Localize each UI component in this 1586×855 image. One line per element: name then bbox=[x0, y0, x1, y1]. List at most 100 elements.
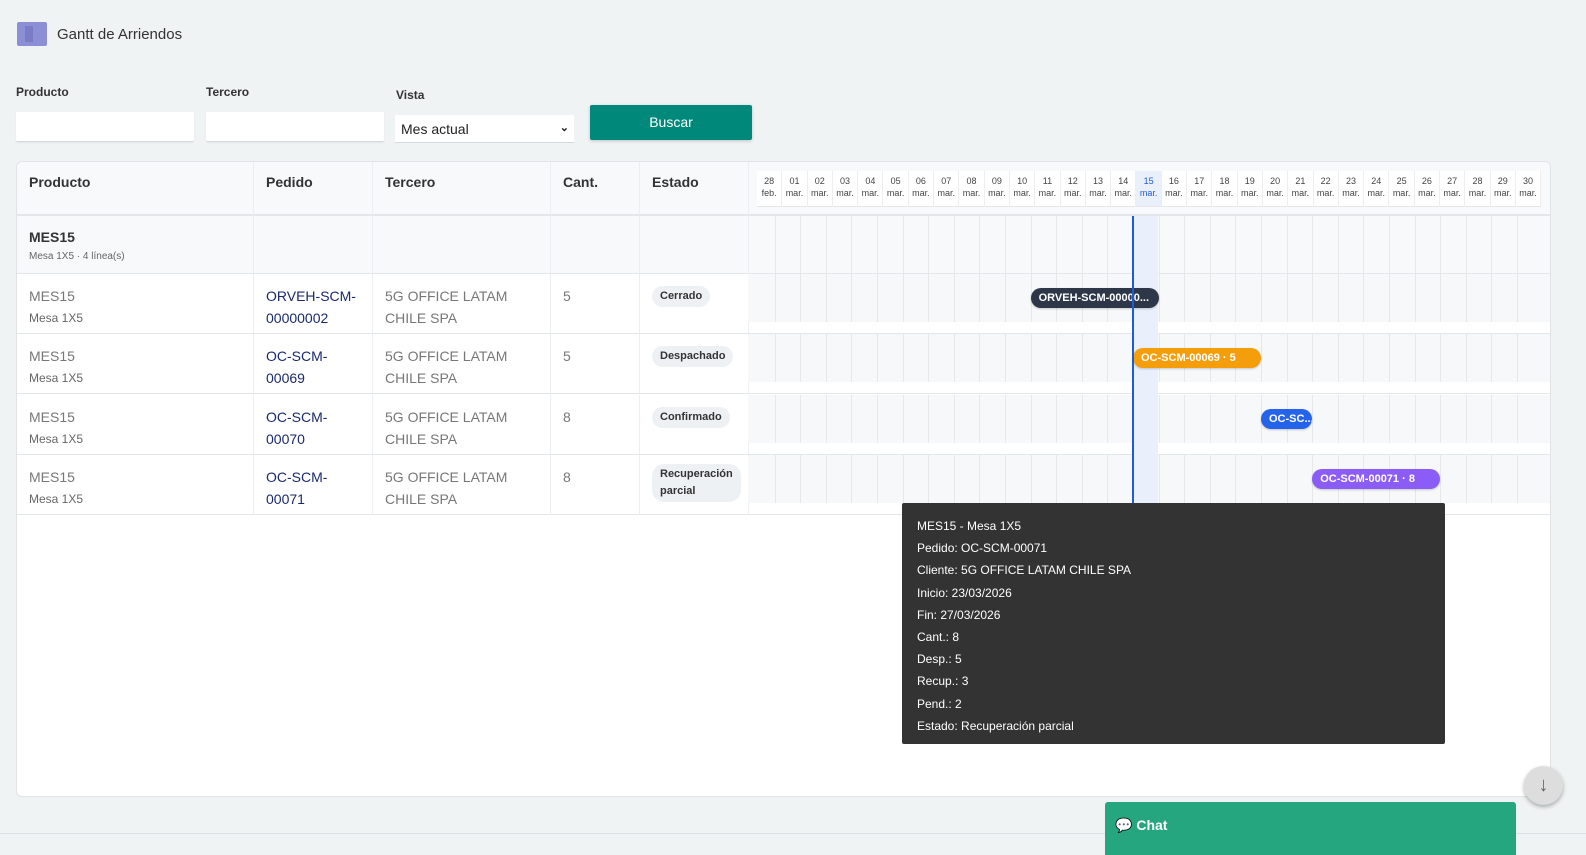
day-number: 03 bbox=[840, 176, 851, 186]
table-row-pedido[interactable]: OC-SCM- 00071 bbox=[254, 455, 373, 515]
grid-line bbox=[953, 455, 955, 503]
tercero-input[interactable] bbox=[206, 112, 384, 142]
grid-line bbox=[1465, 216, 1467, 274]
tercero-line: CHILE SPA bbox=[385, 310, 458, 326]
day-number: 13 bbox=[1093, 176, 1104, 186]
day-month: mar. bbox=[1241, 188, 1259, 198]
grid-line bbox=[1363, 216, 1365, 274]
grid-line bbox=[1389, 216, 1390, 274]
day-number: 24 bbox=[1371, 176, 1382, 186]
row-product: MES15 bbox=[29, 348, 75, 364]
grid-line bbox=[825, 216, 827, 274]
producto-input[interactable] bbox=[16, 112, 194, 142]
grid-line bbox=[902, 274, 904, 322]
day-header: 06 mar. bbox=[908, 171, 935, 207]
tooltip-line: Pedido: OC-SCM-00071 bbox=[917, 541, 1048, 556]
day-month: mar. bbox=[1038, 188, 1057, 198]
day-month: mar. bbox=[1139, 188, 1158, 198]
pedido-link[interactable]: ORVEH-SCM-00000002 bbox=[266, 288, 356, 326]
pedido-link-cont[interactable]: 00070 bbox=[266, 431, 305, 447]
tercero-line: 5G OFFICE LATAM bbox=[385, 288, 508, 304]
day-month: mar. bbox=[1443, 188, 1461, 198]
grid-line bbox=[1056, 334, 1058, 382]
grid-line bbox=[1286, 334, 1288, 382]
day-header: 14 mar. bbox=[1111, 171, 1137, 207]
tercero-line: 5G OFFICE LATAM bbox=[385, 348, 508, 364]
grid-line bbox=[1286, 455, 1288, 503]
grid-line bbox=[1312, 334, 1314, 382]
day-number: 09 bbox=[991, 176, 1002, 186]
status-badge: Despachado bbox=[652, 346, 734, 367]
grid-line bbox=[979, 455, 981, 503]
tooltip-line: Cant.: 8 bbox=[917, 630, 960, 645]
row-product: MES15 bbox=[29, 288, 75, 304]
day-header: 18 mar. bbox=[1212, 171, 1238, 207]
chat-button[interactable]: 💬 Chat bbox=[1105, 802, 1516, 855]
gantt-bar[interactable]: ORVEH-SCM-00000... bbox=[1030, 288, 1159, 308]
pedido-link[interactable]: OC-SCM- bbox=[266, 348, 328, 364]
grid-line bbox=[1005, 334, 1006, 382]
day-header: 05 mar. bbox=[883, 171, 909, 207]
grid-line bbox=[979, 334, 981, 382]
day-header: 19 mar. bbox=[1237, 171, 1263, 207]
day-month: mar. bbox=[810, 188, 829, 198]
chevron-down-icon: ⌄ bbox=[559, 122, 569, 134]
grid-line bbox=[1312, 216, 1314, 274]
grid-line bbox=[1235, 274, 1237, 322]
day-month: mar. bbox=[1089, 188, 1107, 198]
vista-select[interactable]: Mes actual ⌄ bbox=[395, 115, 574, 143]
bar-tooltip: MES15 - Mesa 1X5 Pedido: OC-SCM-00071 Clie… bbox=[902, 503, 1445, 744]
day-month: feb. bbox=[761, 188, 777, 198]
gantt-bar[interactable]: OC-SC... bbox=[1261, 409, 1313, 429]
day-header: 22 mar. bbox=[1313, 171, 1339, 207]
day-number: 15 bbox=[1143, 176, 1154, 186]
table-row-pedido[interactable]: OC-SCM- 00069 bbox=[254, 334, 373, 394]
grid-line bbox=[825, 395, 827, 443]
gantt-bar[interactable]: OC-SCM-00069 · 5 bbox=[1133, 348, 1261, 368]
grid-line bbox=[953, 216, 955, 274]
table-row-producto: MES15 Mesa 1X5 bbox=[17, 334, 254, 394]
day-month: mar. bbox=[1494, 188, 1512, 198]
row-desc: Mesa 1X5 bbox=[29, 432, 84, 446]
pedido-link-cont[interactable]: 00071 bbox=[266, 491, 305, 507]
scroll-down-button[interactable]: ↓ bbox=[1524, 766, 1563, 805]
day-month: mar. bbox=[1165, 188, 1183, 198]
tooltip-line: MES15 - Mesa 1X5 bbox=[917, 519, 1022, 533]
day-number: 10 bbox=[1017, 176, 1028, 186]
day-header: 30 mar. bbox=[1515, 171, 1542, 207]
grid-line bbox=[928, 395, 930, 443]
pedido-link[interactable]: OC-SCM- bbox=[266, 469, 328, 485]
status-badge: Cerrado bbox=[652, 286, 711, 307]
tooltip-line: Recup.: 3 bbox=[917, 674, 969, 689]
day-month: mar. bbox=[1342, 188, 1360, 198]
grid-line bbox=[1491, 274, 1493, 322]
tercero-line: CHILE SPA bbox=[385, 491, 458, 507]
grid-line bbox=[1081, 216, 1083, 274]
grid-line bbox=[774, 274, 776, 322]
day-number: 14 bbox=[1118, 176, 1129, 186]
chat-label: Chat bbox=[1136, 817, 1168, 833]
pedido-link-cont[interactable]: 00069 bbox=[266, 370, 305, 386]
day-number: 05 bbox=[890, 176, 901, 186]
buscar-button[interactable]: Buscar bbox=[590, 105, 752, 140]
grid-line bbox=[825, 274, 827, 322]
grid-line bbox=[1414, 395, 1416, 443]
grid-line bbox=[1363, 395, 1365, 443]
grid-line bbox=[928, 216, 930, 274]
table-row-estado: Despachado bbox=[640, 334, 749, 394]
table-row-pedido[interactable]: ORVEH-SCM-00000002 bbox=[254, 274, 373, 334]
day-month: mar. bbox=[1519, 188, 1537, 198]
grid-line bbox=[774, 334, 776, 382]
grid-line bbox=[1184, 274, 1186, 322]
grid-line bbox=[1056, 216, 1058, 274]
day-header: 24 mar. bbox=[1364, 171, 1390, 207]
grid-line bbox=[1209, 455, 1211, 503]
gantt-bar[interactable]: OC-SCM-00071 · 8 bbox=[1312, 469, 1441, 489]
grid-line bbox=[1337, 216, 1339, 274]
table-row-pedido[interactable]: OC-SCM- 00070 bbox=[254, 395, 373, 455]
pedido-link[interactable]: OC-SCM- bbox=[266, 409, 328, 425]
day-header: 12 mar. bbox=[1060, 171, 1086, 207]
row-cant: 5 bbox=[551, 274, 640, 334]
day-number: 30 bbox=[1523, 176, 1534, 186]
grid-line bbox=[1005, 274, 1006, 322]
